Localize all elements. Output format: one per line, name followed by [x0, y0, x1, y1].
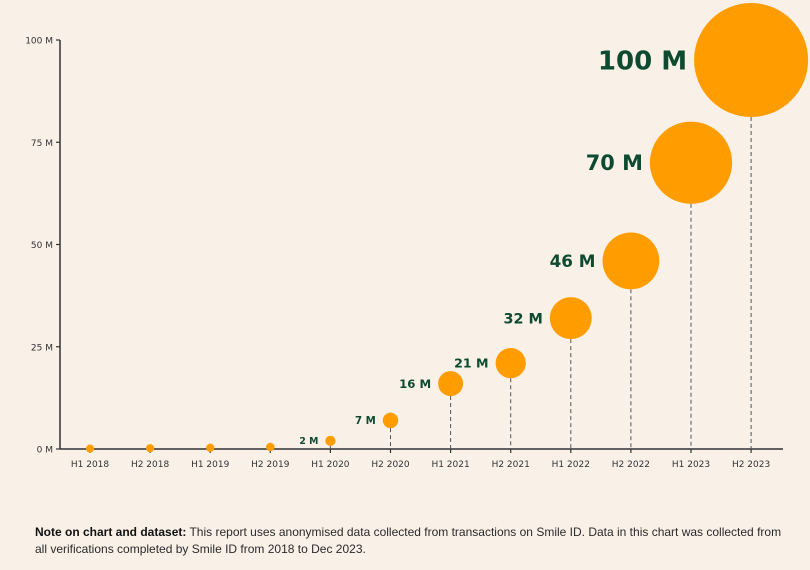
bubble-h2-2020	[382, 412, 399, 429]
x-tick-label: H1 2023	[672, 460, 710, 470]
data-label: 21 M	[454, 356, 488, 371]
x-tick-label: H1 2021	[431, 460, 469, 470]
bubble-h2-2023	[694, 3, 809, 117]
note-text: This report uses anonymised data collect…	[35, 525, 782, 556]
x-tick-label: H1 2020	[311, 460, 350, 470]
y-tick-label: 50 M	[31, 241, 53, 251]
bubble-h1-2023	[649, 121, 733, 204]
bubble-h1-2022	[549, 297, 592, 340]
data-label: 70 M	[586, 151, 643, 175]
bubble-h1-2019	[206, 443, 215, 452]
x-tick-label: H2 2018	[131, 460, 170, 470]
x-tick-label: H2 2019	[251, 460, 290, 470]
data-label: 7 M	[355, 416, 376, 427]
bubble-h2-2022	[602, 232, 660, 290]
data-label: 16 M	[399, 377, 431, 391]
data-label: 2 M	[299, 436, 318, 447]
bubble-h1-2020	[325, 435, 336, 446]
data-label: 32 M	[503, 311, 542, 327]
y-tick-label: 100 M	[25, 37, 53, 47]
x-tick-label: H1 2018	[71, 460, 110, 470]
y-tick-label: 0 M	[37, 446, 53, 456]
bubble-h2-2019	[266, 442, 275, 452]
x-tick-label: H2 2021	[492, 460, 530, 470]
x-tick-label: H2 2022	[612, 460, 650, 470]
x-tick-label: H1 2019	[191, 460, 230, 470]
x-tick-label: H2 2020	[371, 460, 410, 470]
x-tick-label: H1 2022	[552, 460, 590, 470]
bubble-chart: 0 M 25 M 50 M 75 M 100 M H1 2018 H2 2018 H1 201…	[25, 3, 809, 470]
bubble-h1-2018	[85, 444, 95, 453]
note-heading: Note on chart and dataset:	[35, 525, 187, 539]
y-tick-label: 25 M	[31, 343, 53, 353]
y-tick-label: 75 M	[31, 139, 53, 149]
data-label: 100 M	[598, 46, 687, 76]
chart-note: Note on chart and dataset: This report u…	[35, 524, 795, 558]
data-label: 46 M	[550, 251, 596, 271]
bubble-h1-2021	[438, 371, 464, 397]
bubble-h2-2021	[495, 347, 526, 379]
x-tick-label: H2 2023	[732, 460, 770, 470]
bubble-h2-2018	[145, 444, 155, 453]
